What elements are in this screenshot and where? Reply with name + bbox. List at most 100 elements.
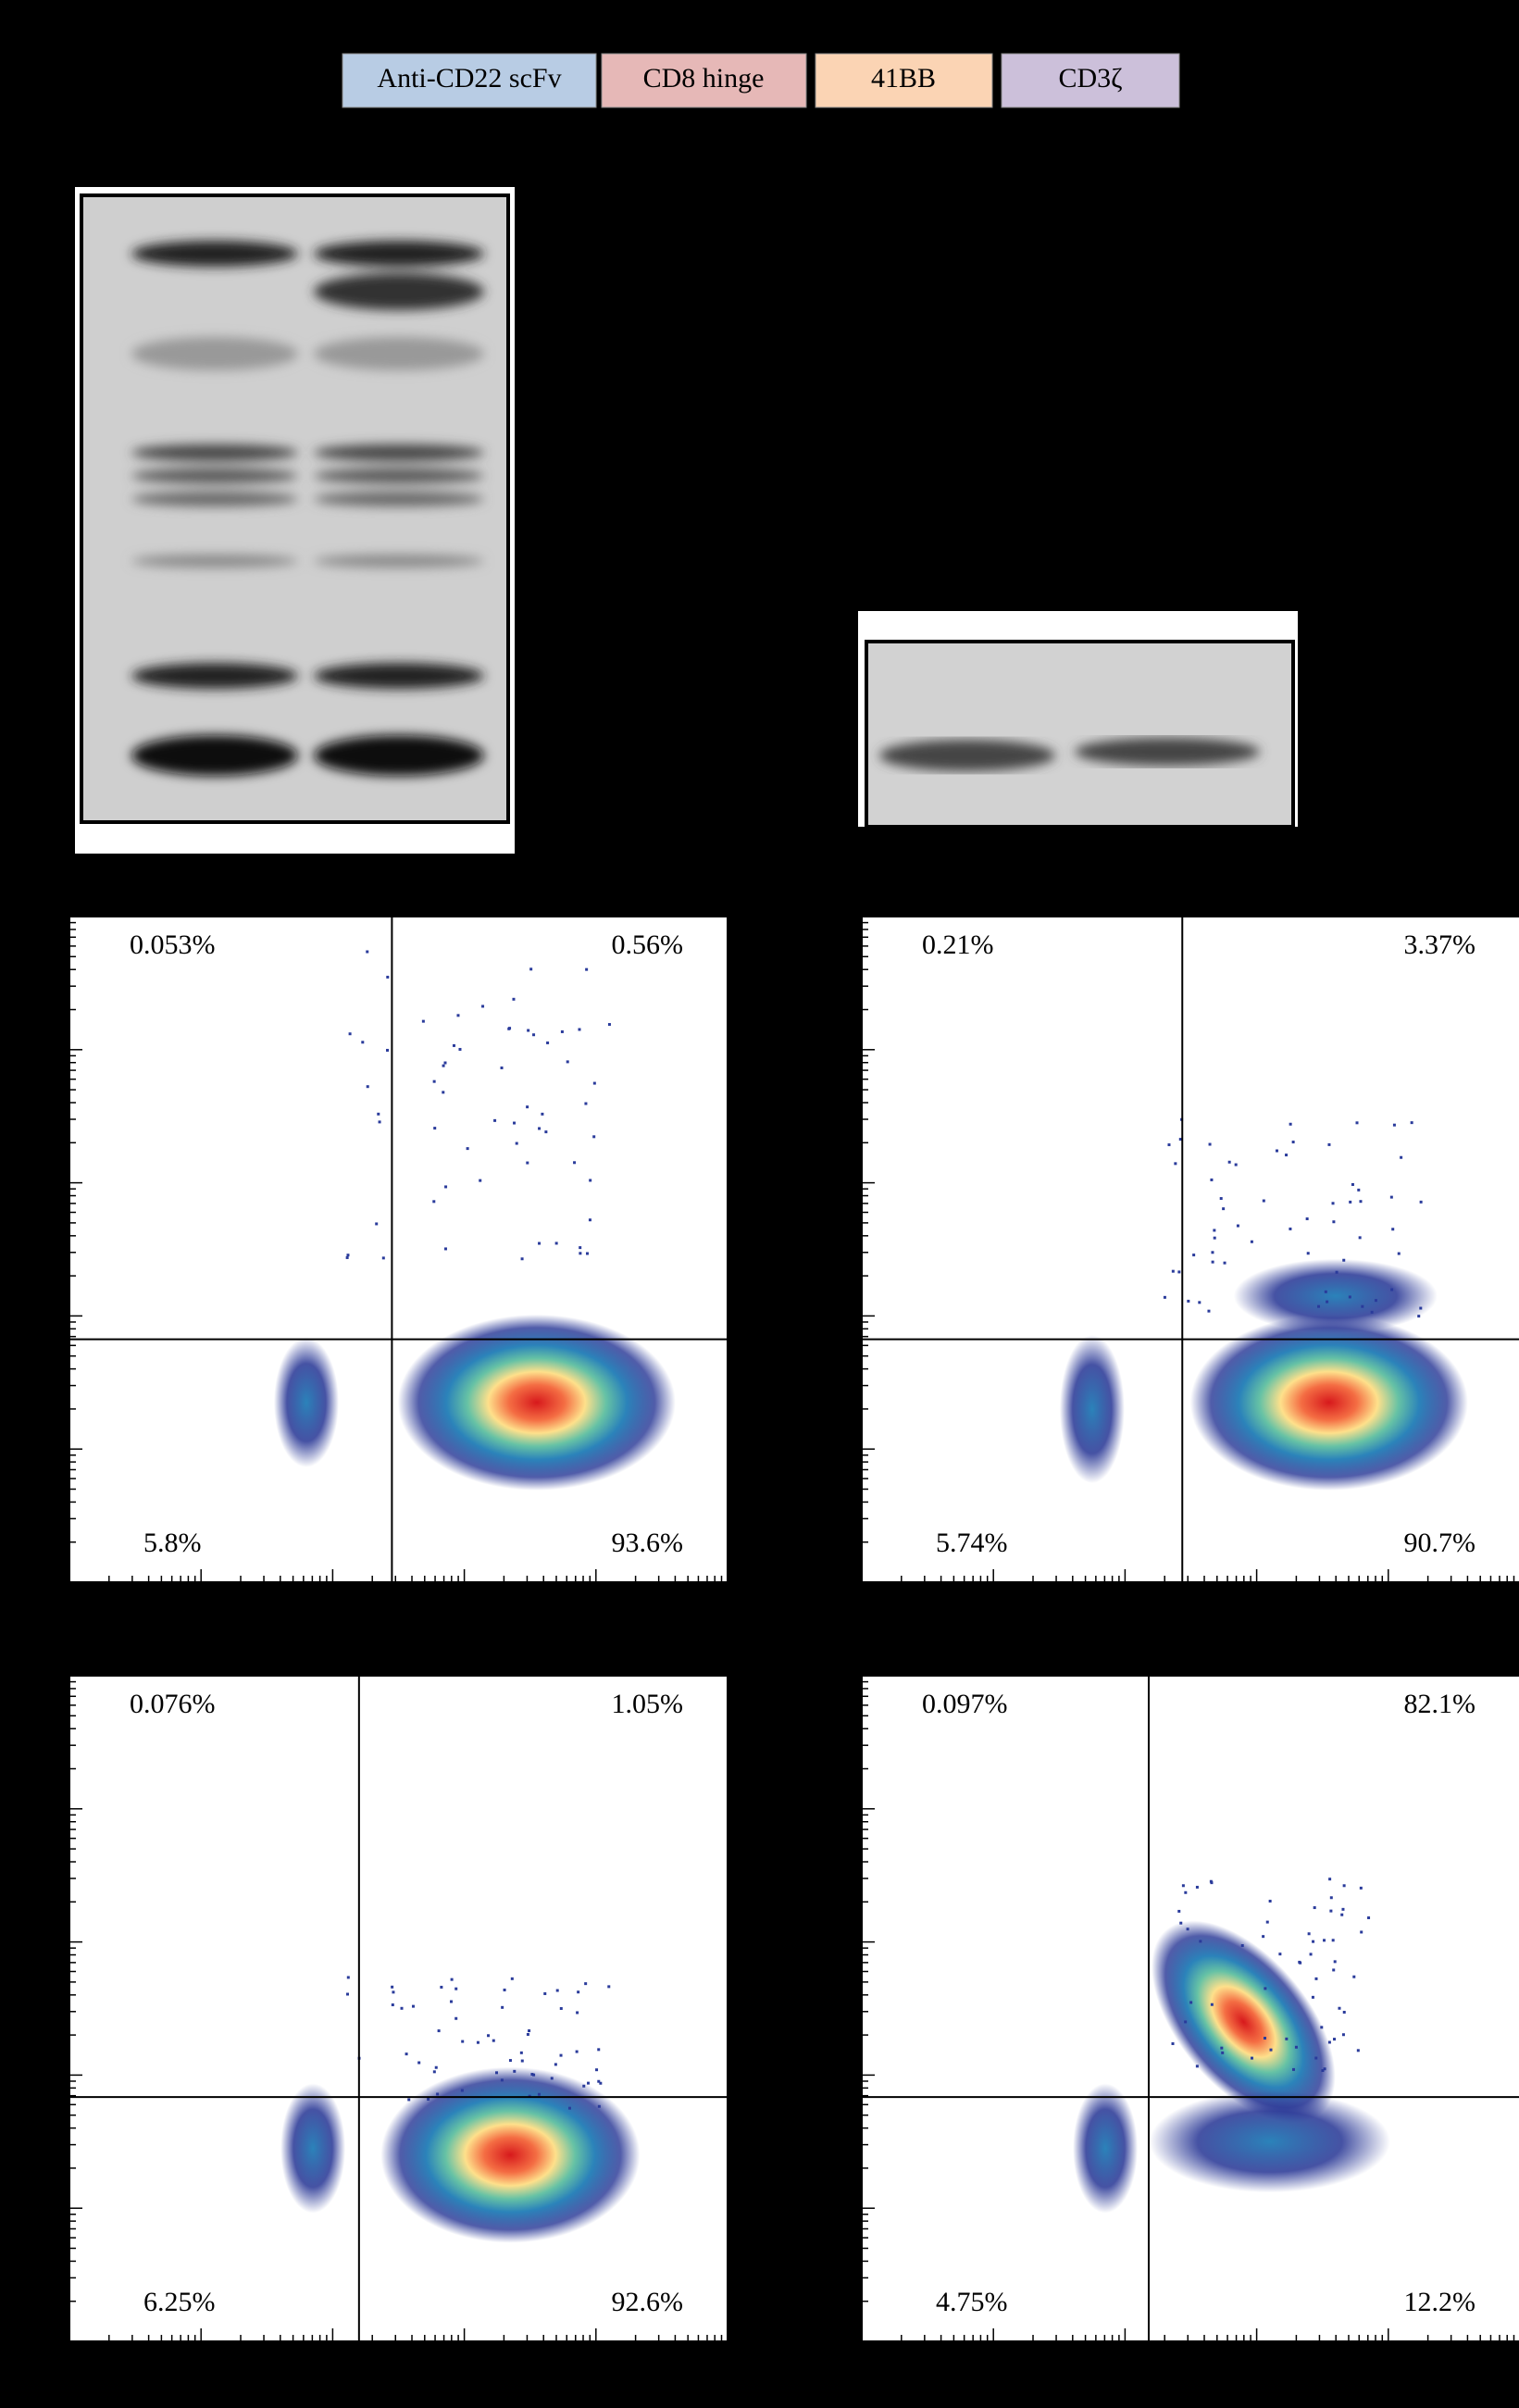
event-dot (1342, 1884, 1346, 1888)
event-dot (1186, 1928, 1189, 1931)
event-dot (559, 2053, 563, 2057)
blot-bands (131, 241, 484, 776)
event-dot (554, 1241, 558, 1245)
event-dot (1199, 1940, 1202, 1943)
event-dot (559, 2006, 563, 2010)
density-cluster (1152, 1920, 1336, 2124)
event-dot (1298, 1960, 1301, 1964)
event-dot (513, 1121, 517, 1125)
event-dot (567, 2106, 571, 2110)
event-dot (1400, 1155, 1403, 1159)
event-dot (1419, 1306, 1423, 1310)
event-dot (582, 2084, 586, 2088)
construct-label: CD3ζ (1058, 63, 1122, 94)
event-dot (1177, 1909, 1181, 1913)
event-dot (1184, 1890, 1188, 1894)
event-dot (1262, 1935, 1265, 1939)
event-dot (1359, 1886, 1363, 1890)
event-dot (1222, 1207, 1226, 1211)
event-dot (1356, 2049, 1360, 2052)
event-dot (479, 1179, 482, 1182)
event-dot (1289, 1122, 1292, 1126)
event-dot (1370, 1310, 1374, 1314)
event-dot (1268, 1899, 1272, 1903)
event-dot (584, 1102, 588, 1105)
construct-label: 41BB (871, 63, 936, 94)
event-dot (1342, 2010, 1346, 2014)
blot-band (879, 740, 1055, 771)
density-cluster (1189, 1314, 1468, 1491)
event-dot (1390, 1288, 1394, 1291)
event-dot (366, 1085, 369, 1089)
event-dot (1314, 1977, 1318, 1980)
event-dot (587, 2081, 591, 2085)
event-dot (1265, 1920, 1269, 1924)
event-dot (1291, 1141, 1295, 1144)
event-dot (1351, 1182, 1354, 1186)
event-dot (1209, 1879, 1213, 1883)
event-dot (378, 1120, 381, 1124)
event-dot (1335, 1270, 1338, 1274)
event-dot (405, 2052, 408, 2056)
event-dot (466, 1147, 469, 1151)
plot-area (861, 916, 1519, 1583)
event-dot (440, 1985, 443, 1989)
event-dot (1269, 2048, 1273, 2052)
blot-band (314, 492, 484, 506)
event-dot (400, 2006, 404, 2010)
event-dot (346, 1976, 350, 1979)
event-dot (407, 2098, 411, 2102)
event-dot (1321, 2069, 1325, 2073)
event-dot (1307, 1932, 1311, 1936)
construct-label: Anti-CD22 scFv (377, 63, 561, 94)
event-dot (1355, 1121, 1359, 1125)
quadrant-label: 12.2% (1404, 2287, 1476, 2317)
event-dot (427, 2097, 430, 2101)
event-dot (1305, 1217, 1309, 1221)
event-dot (386, 1048, 390, 1052)
plot-area (68, 916, 728, 1583)
event-dot (1391, 1228, 1395, 1231)
event-dot (1329, 1909, 1333, 1913)
event-dot (1210, 1178, 1214, 1181)
flow-plot: 0.097% 82.1% 4.75% 12.2% (861, 1675, 1519, 2342)
blot-band (131, 337, 298, 370)
event-dot (1306, 1252, 1310, 1255)
event-dot (585, 967, 589, 971)
event-dot (452, 1043, 455, 1047)
event-dot (449, 2000, 453, 2003)
event-dot (1275, 1149, 1278, 1153)
blot-band (314, 273, 484, 310)
event-dot (1240, 1944, 1244, 1948)
event-dot (1278, 1953, 1282, 1956)
event-dot (1326, 1300, 1329, 1304)
event-dot (1179, 1921, 1183, 1925)
event-dot (493, 1118, 497, 1122)
event-dot (529, 967, 533, 971)
event-dot (579, 1246, 582, 1250)
event-dot (595, 2068, 599, 2072)
event-dot (560, 1029, 564, 1033)
event-dot (348, 1032, 352, 1036)
event-dot (592, 1135, 596, 1139)
construct-label: CD8 hinge (643, 63, 765, 94)
quadrant-label: 0.053% (130, 930, 216, 960)
event-dot (366, 950, 369, 954)
event-dot (1332, 1968, 1336, 1972)
event-dot (1163, 1295, 1166, 1299)
event-dot (454, 1987, 458, 1990)
event-dot (1410, 1121, 1413, 1125)
event-dot (1314, 2056, 1318, 2060)
event-dot (1397, 1252, 1401, 1255)
event-dot (566, 1060, 569, 1064)
event-dot (1323, 1939, 1326, 1942)
quadrant-label: 0.21% (922, 930, 994, 960)
event-dot (1327, 2040, 1331, 2044)
event-dot (1171, 2041, 1175, 2045)
event-dot (432, 2070, 436, 2074)
event-dot (546, 1041, 550, 1044)
event-dot (442, 1064, 445, 1067)
event-dot (444, 1185, 448, 1189)
event-dot (589, 1179, 592, 1182)
